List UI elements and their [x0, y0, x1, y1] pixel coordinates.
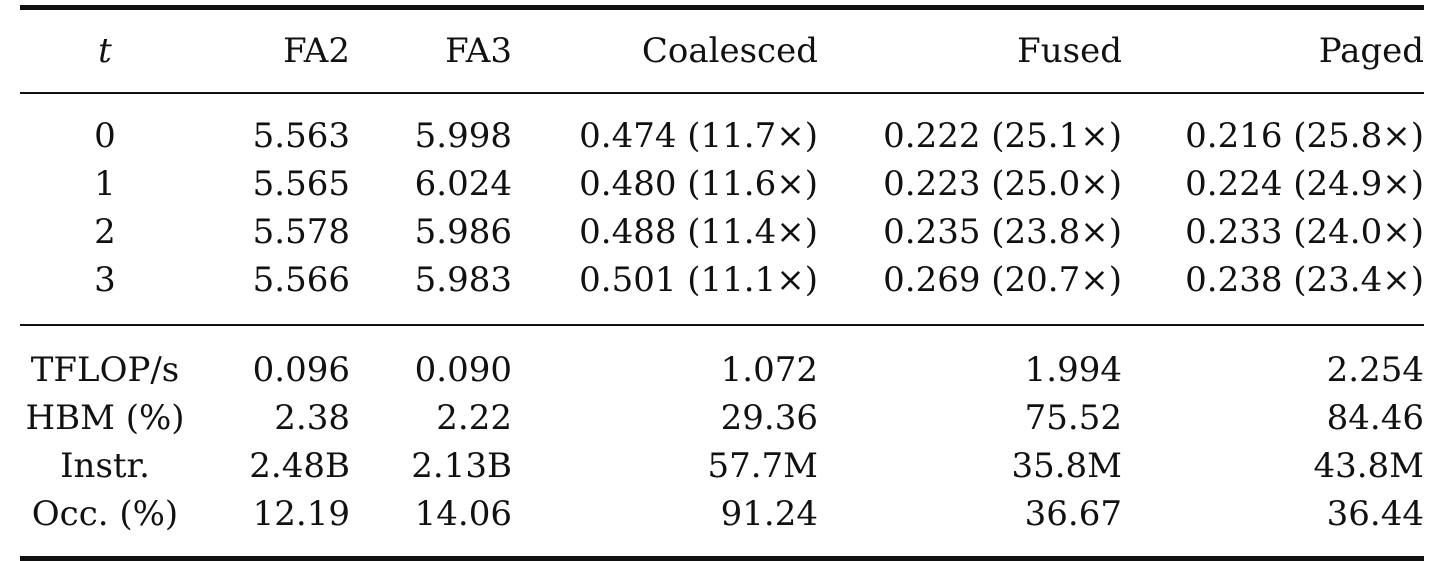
cell-metric-label: TFLOP/s: [30, 350, 180, 390]
cell-fa2: 5.565: [252, 164, 350, 204]
cell-fa3: 0.090: [414, 350, 512, 390]
cell-fused: 36.67: [1024, 494, 1122, 534]
cell-fused: 1.994: [1024, 350, 1122, 390]
cell-fused: 35.8M: [1011, 446, 1122, 486]
table-row: 3 5.566 5.983 0.501 (11.1×) 0.269 (20.7×…: [20, 256, 1424, 325]
cell-coalesced: 0.488 (11.4×): [579, 212, 818, 252]
results-table: t FA2 FA3 Coalesced Fused Paged 0 5.563 …: [20, 5, 1424, 561]
cell-paged: 43.8M: [1313, 446, 1424, 486]
cell-fused: 0.223 (25.0×): [883, 164, 1122, 204]
cell-metric-label: Instr.: [60, 446, 150, 486]
table-row: HBM (%) 2.38 2.22 29.36 75.52 84.46: [20, 394, 1424, 442]
cell-fa3: 2.22: [436, 398, 512, 438]
cell-fa3: 5.986: [414, 212, 512, 252]
cell-fa3: 5.983: [414, 260, 512, 300]
results-table-container: t FA2 FA3 Coalesced Fused Paged 0 5.563 …: [20, 5, 1424, 561]
header-fused: Fused: [1017, 31, 1122, 71]
header-coalesced: Coalesced: [641, 31, 818, 71]
cell-fa3: 5.998: [414, 116, 512, 156]
cell-t: 3: [94, 260, 116, 300]
cell-paged: 0.233 (24.0×): [1185, 212, 1424, 252]
cell-fa2: 0.096: [252, 350, 350, 390]
table-row: 2 5.578 5.986 0.488 (11.4×) 0.235 (23.8×…: [20, 208, 1424, 256]
cell-fused: 0.235 (23.8×): [883, 212, 1122, 252]
timing-section: 0 5.563 5.998 0.474 (11.7×) 0.222 (25.1×…: [20, 93, 1424, 325]
cell-metric-label: HBM (%): [25, 398, 185, 438]
cell-t: 2: [94, 212, 116, 252]
table-row: TFLOP/s 0.096 0.090 1.072 1.994 2.254: [20, 325, 1424, 394]
cell-fa2: 5.578: [252, 212, 350, 252]
cell-fused: 75.52: [1024, 398, 1122, 438]
cell-coalesced: 0.501 (11.1×): [579, 260, 818, 300]
table-header: t FA2 FA3 Coalesced Fused Paged: [20, 7, 1424, 94]
table-row: 0 5.563 5.998 0.474 (11.7×) 0.222 (25.1×…: [20, 93, 1424, 160]
table-row: Occ. (%) 12.19 14.06 91.24 36.67 36.44: [20, 490, 1424, 559]
header-t: t: [98, 31, 112, 71]
cell-fa3: 2.13B: [411, 446, 512, 486]
cell-paged: 2.254: [1326, 350, 1424, 390]
cell-paged: 0.216 (25.8×): [1185, 116, 1424, 156]
cell-fa2: 2.38: [274, 398, 350, 438]
cell-fa3: 6.024: [414, 164, 512, 204]
cell-coalesced: 57.7M: [707, 446, 818, 486]
cell-fa2: 12.19: [252, 494, 350, 534]
cell-paged: 84.46: [1326, 398, 1424, 438]
header-paged: Paged: [1318, 31, 1424, 71]
cell-fa3: 14.06: [414, 494, 512, 534]
cell-t: 1: [94, 164, 116, 204]
metrics-section: TFLOP/s 0.096 0.090 1.072 1.994 2.254 HB…: [20, 325, 1424, 559]
cell-coalesced: 1.072: [720, 350, 818, 390]
cell-coalesced: 0.474 (11.7×): [579, 116, 818, 156]
header-fa2: FA2: [283, 31, 350, 71]
cell-coalesced: 91.24: [720, 494, 818, 534]
cell-fa2: 5.563: [252, 116, 350, 156]
cell-paged: 36.44: [1326, 494, 1424, 534]
cell-fused: 0.269 (20.7×): [883, 260, 1122, 300]
cell-fa2: 5.566: [252, 260, 350, 300]
cell-coalesced: 0.480 (11.6×): [579, 164, 818, 204]
cell-paged: 0.238 (23.4×): [1185, 260, 1424, 300]
cell-fused: 0.222 (25.1×): [883, 116, 1122, 156]
header-row: t FA2 FA3 Coalesced Fused Paged: [20, 7, 1424, 94]
table-row: Instr. 2.48B 2.13B 57.7M 35.8M 43.8M: [20, 442, 1424, 490]
cell-metric-label: Occ. (%): [31, 494, 179, 534]
cell-fa2: 2.48B: [249, 446, 350, 486]
cell-paged: 0.224 (24.9×): [1185, 164, 1424, 204]
cell-t: 0: [94, 116, 116, 156]
table-row: 1 5.565 6.024 0.480 (11.6×) 0.223 (25.0×…: [20, 160, 1424, 208]
header-fa3: FA3: [445, 31, 512, 71]
cell-coalesced: 29.36: [720, 398, 818, 438]
